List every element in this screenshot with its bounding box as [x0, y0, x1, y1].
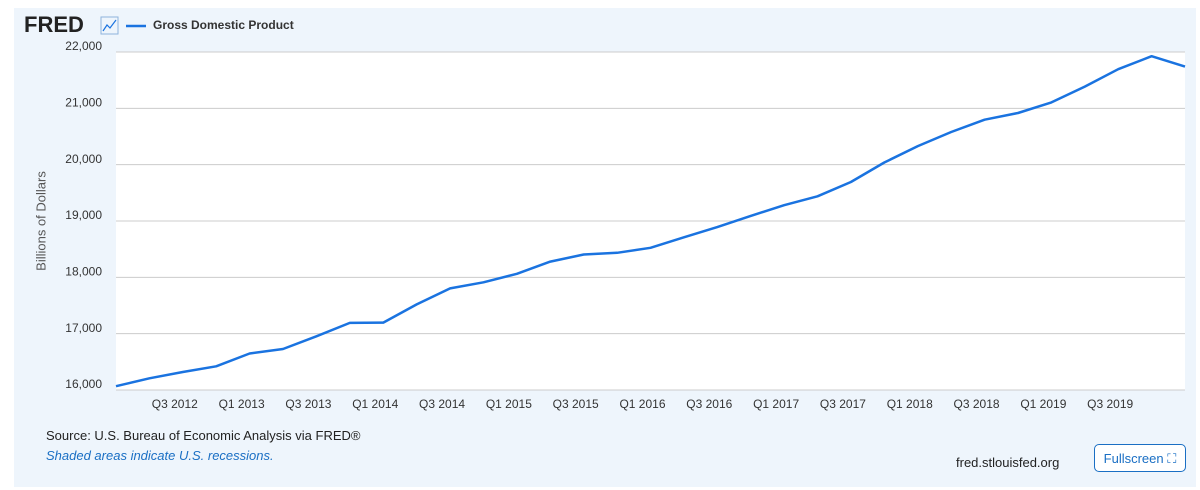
x-tick-label: Q1 2016 — [619, 397, 665, 411]
y-tick-label: 20,000 — [65, 152, 102, 166]
y-tick-label: 17,000 — [65, 321, 102, 335]
y-tick-label: 22,000 — [65, 39, 102, 53]
y-axis-label: Billions of Dollars — [33, 171, 48, 271]
site: fred.stlouisfed.org — [956, 455, 1060, 470]
x-tick-label: Q3 2017 — [820, 397, 866, 411]
x-tick-label: Q3 2013 — [285, 397, 331, 411]
y-tick-label: 18,000 — [65, 265, 102, 279]
source: Source: U.S. Bureau of Economic Analysis… — [46, 428, 361, 443]
x-tick-label: Q1 2017 — [753, 397, 799, 411]
button-label: Fullscreen — [1103, 451, 1164, 466]
legend-label: Gross Domestic Product — [153, 18, 294, 32]
x-tick-label: Q1 2019 — [1020, 397, 1066, 411]
x-tick-label: Q3 2019 — [1087, 397, 1133, 411]
x-tick-label: Q3 2014 — [419, 397, 465, 411]
y-tick-label: 16,000 — [65, 377, 102, 391]
line-series — [115, 54, 1186, 388]
x-tick-label: Q1 2018 — [887, 397, 933, 411]
y-tick-label: 21,000 — [65, 96, 102, 110]
x-tick-label: Q1 2015 — [486, 397, 532, 411]
x-tick-label: Q3 2016 — [686, 397, 732, 411]
y-tick-label: 19,000 — [65, 208, 102, 222]
logo-icon — [100, 16, 119, 35]
note: Shaded areas indicate U.S. recessions. — [46, 448, 274, 463]
x-tick-label: Q3 2015 — [553, 397, 599, 411]
logo: FRED — [24, 12, 84, 37]
x-tick-label: Q1 2013 — [219, 397, 265, 411]
x-tick-label: Q1 2014 — [352, 397, 398, 411]
x-tick-label: Q3 2012 — [152, 397, 198, 411]
x-tick-label: Q3 2018 — [954, 397, 1000, 411]
fullscreen-button[interactable]: Fullscreen ⛶ — [1094, 444, 1186, 472]
